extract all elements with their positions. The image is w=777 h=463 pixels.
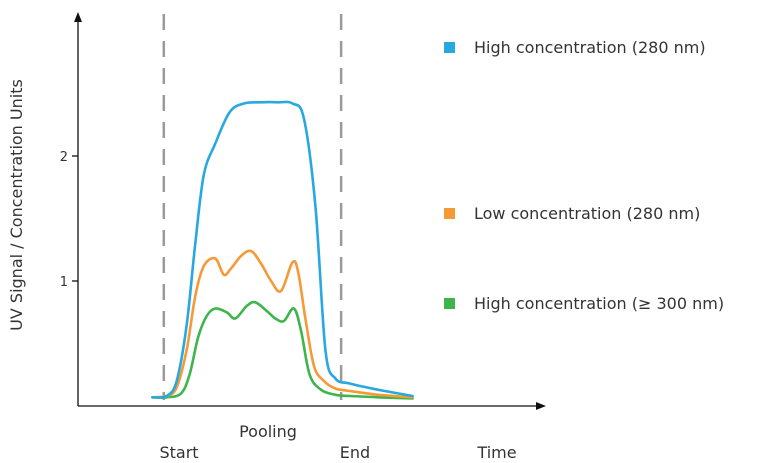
y-axis-arrow-icon — [74, 12, 82, 22]
marker-lines — [162, 14, 343, 400]
series-line-low-280 — [151, 249, 414, 399]
marker-label-start: Start — [159, 443, 198, 462]
y-axis-label: UV Signal / Concentration Units — [7, 79, 26, 331]
y-tick-label-2: 2 — [60, 150, 68, 165]
series-line-high-280 — [151, 100, 414, 399]
marker-label-end: End — [340, 443, 370, 462]
x-axis-label: Time — [476, 443, 516, 462]
region-label-pooling: Pooling — [239, 422, 297, 441]
legend-label-low-280: Low concentration (280 nm) — [474, 204, 700, 223]
y-ticks: 12 — [60, 150, 78, 290]
legend-label-high-280: High concentration (280 nm) — [474, 38, 706, 57]
axes — [74, 12, 546, 410]
legend-swatch-low-280 — [444, 208, 455, 219]
series-line-high-300 — [151, 300, 414, 400]
labels: UV Signal / Concentration Units Time Poo… — [7, 79, 517, 462]
legend-label-high-300: High concentration (≥ 300 nm) — [474, 294, 724, 313]
x-axis-arrow-icon — [536, 402, 546, 410]
legend-swatch-high-280 — [444, 42, 455, 53]
legend-swatch-high-300 — [444, 298, 455, 309]
y-tick-label-1: 1 — [60, 275, 68, 290]
legend: High concentration (280 nm) Low concentr… — [444, 38, 724, 313]
series-lines — [151, 100, 414, 400]
